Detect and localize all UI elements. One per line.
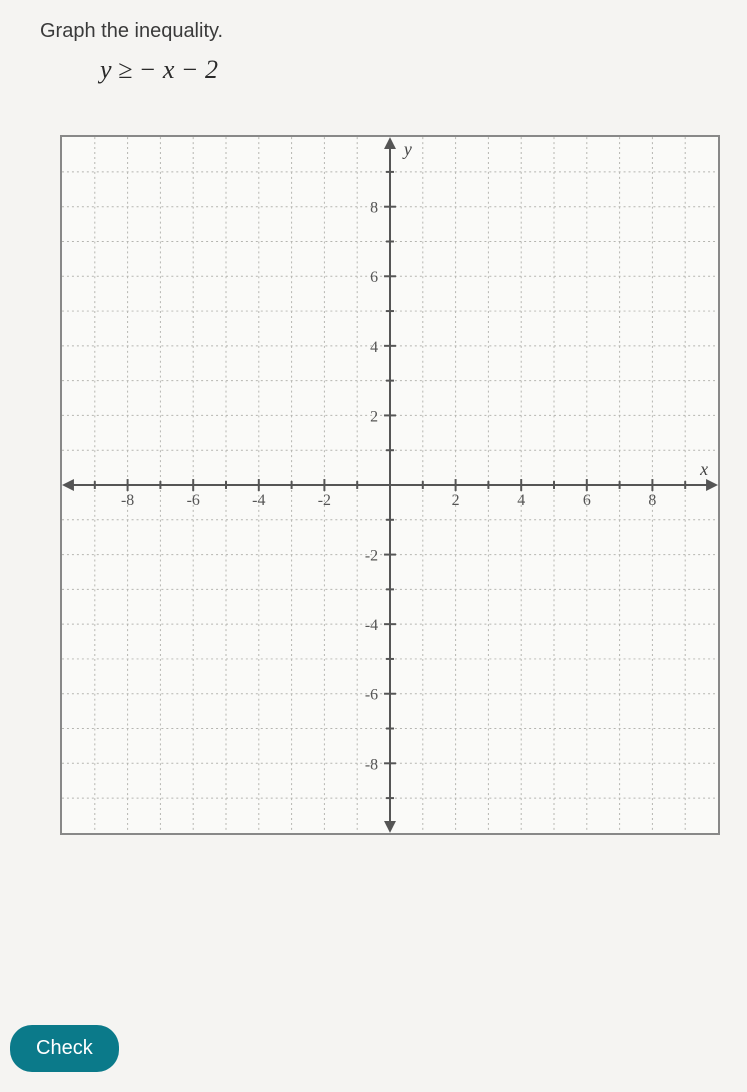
x-tick-label: 2 <box>452 492 460 509</box>
x-tick-label: 4 <box>517 492 525 509</box>
y-axis-label: y <box>402 139 412 159</box>
check-button[interactable]: Check <box>10 1025 119 1072</box>
x-tick-label: 6 <box>583 492 591 509</box>
x-axis-arrow-left <box>62 479 74 491</box>
inequality-expression: y ≥ − x − 2 <box>100 55 747 85</box>
y-axis-arrow-down <box>384 821 396 833</box>
x-tick-label: -2 <box>318 492 331 509</box>
coordinate-graph[interactable]: -8 -6 -4 -2 2 4 6 8 8 6 4 2 -2 -4 -6 -8 … <box>60 135 720 835</box>
y-tick-label: 6 <box>370 269 378 286</box>
y-tick-label: 4 <box>370 339 378 356</box>
y-tick-label: -8 <box>365 756 378 773</box>
prompt-text: Graph the inequality. <box>40 20 747 43</box>
x-axis-label: x <box>699 459 708 479</box>
y-tick-label: 2 <box>370 408 378 425</box>
x-tick-label: -8 <box>121 492 134 509</box>
x-axis-arrow-right <box>706 479 718 491</box>
graph-svg: -8 -6 -4 -2 2 4 6 8 8 6 4 2 -2 -4 -6 -8 … <box>62 137 718 833</box>
y-tick-label: -4 <box>365 617 378 634</box>
x-tick-label: 8 <box>648 492 656 509</box>
y-tick-label: -2 <box>365 548 378 565</box>
y-axis-arrow-up <box>384 137 396 149</box>
y-tick-label: -6 <box>365 687 378 704</box>
x-tick-label: -6 <box>187 492 200 509</box>
y-tick-label: 8 <box>370 200 378 217</box>
x-tick-label: -4 <box>252 492 265 509</box>
